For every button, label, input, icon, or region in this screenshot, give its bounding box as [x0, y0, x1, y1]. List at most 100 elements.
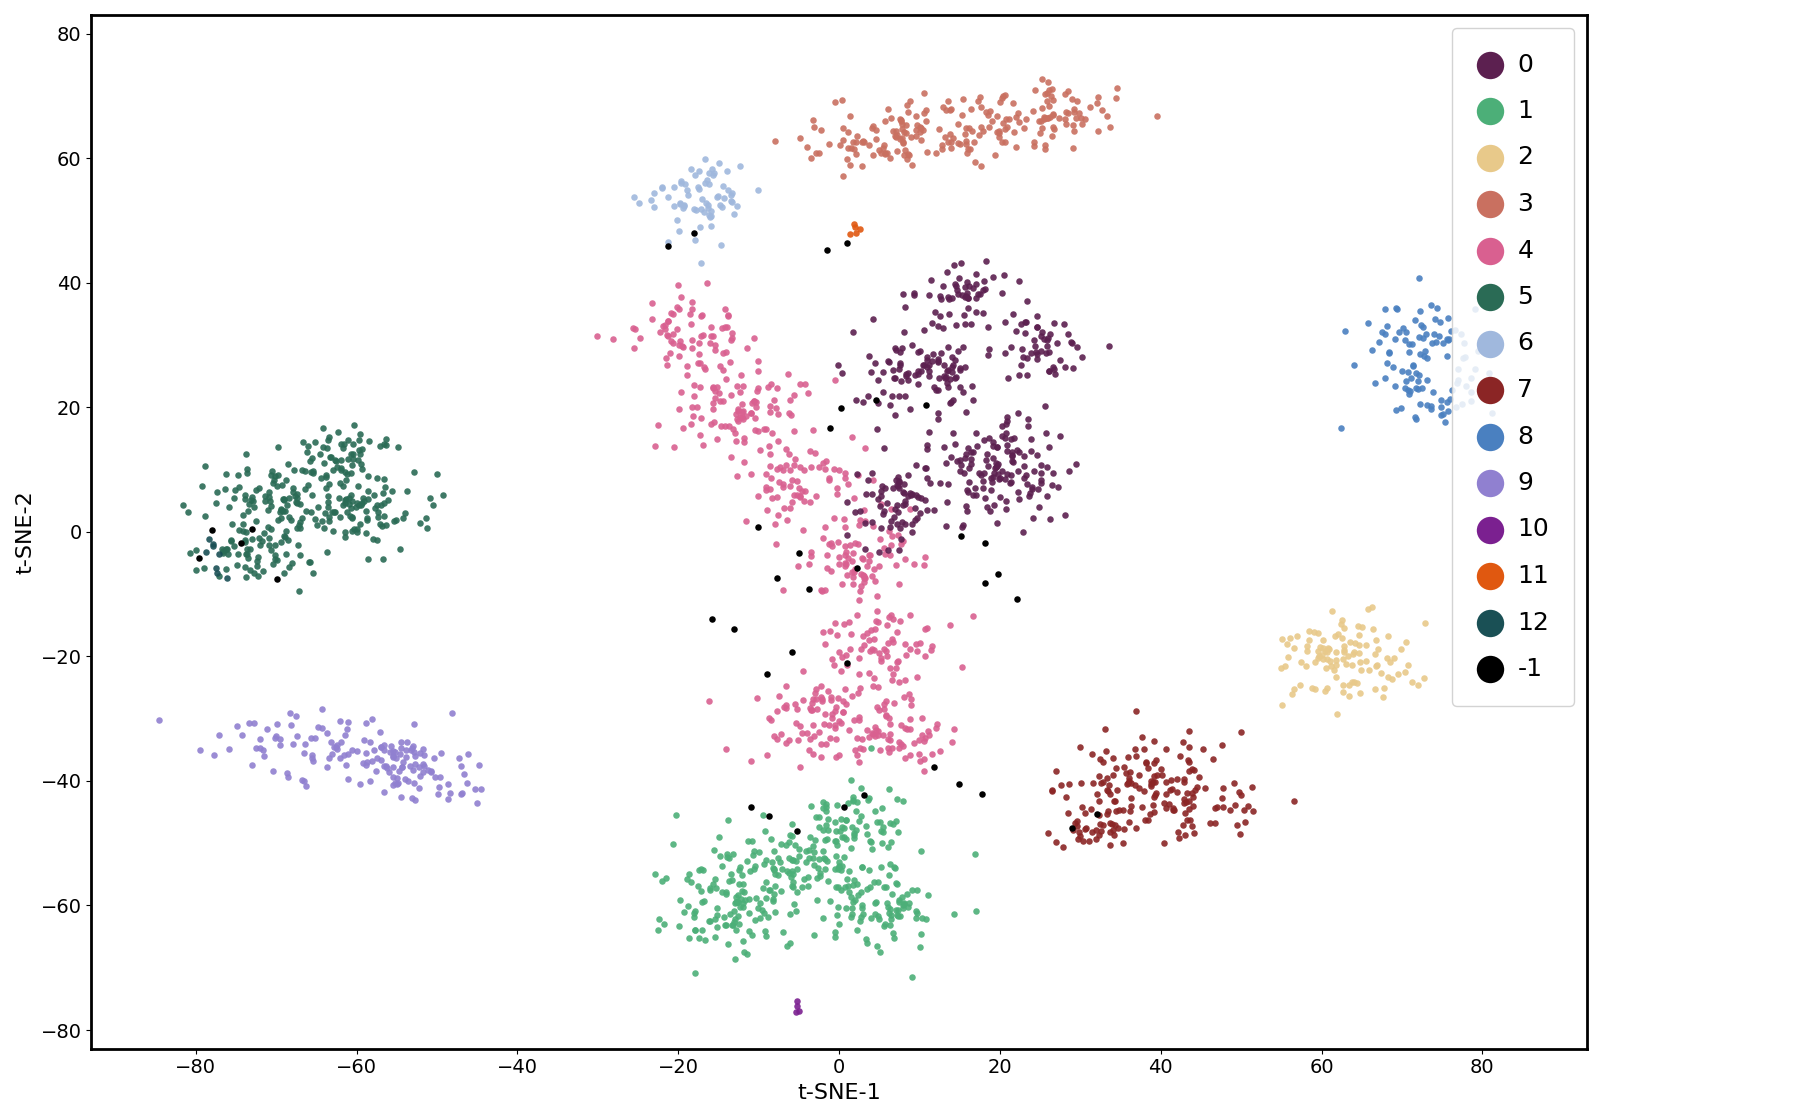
- Point: [699, 326, 728, 344]
- Point: [952, 498, 981, 515]
- Point: [878, 631, 907, 648]
- Point: [1388, 319, 1417, 337]
- Point: [938, 732, 967, 750]
- Point: [838, 899, 867, 917]
- Point: [699, 378, 728, 396]
- Point: [684, 179, 713, 197]
- Point: [921, 719, 950, 737]
- Point: [831, 849, 860, 866]
- Point: [378, 776, 407, 794]
- Point: [1055, 462, 1084, 480]
- Point: [811, 635, 840, 653]
- Point: [851, 484, 880, 502]
- Point: [719, 913, 748, 931]
- Point: [1319, 661, 1348, 679]
- Point: [889, 146, 918, 164]
- Point: [910, 750, 939, 768]
- Point: [279, 736, 308, 754]
- Point: [858, 724, 887, 742]
- Point: [302, 498, 331, 515]
- Point: [320, 503, 349, 521]
- Point: [387, 758, 416, 776]
- Point: [1068, 349, 1097, 367]
- Point: [1082, 821, 1111, 838]
- Point: [824, 860, 853, 878]
- Point: [1110, 802, 1138, 819]
- Point: [862, 419, 891, 437]
- Point: [970, 464, 999, 482]
- Point: [315, 512, 344, 530]
- Point: [887, 115, 916, 133]
- Point: [827, 862, 856, 880]
- Point: [400, 747, 429, 765]
- Point: [775, 826, 804, 844]
- Point: [751, 479, 780, 496]
- Point: [393, 482, 422, 500]
- Point: [409, 757, 438, 775]
- Point: [901, 902, 930, 920]
- Point: [997, 443, 1026, 461]
- Point: [778, 851, 807, 869]
- Point: [800, 684, 829, 702]
- Point: [1062, 813, 1091, 831]
- Point: [753, 501, 782, 519]
- Point: [706, 847, 735, 865]
- Point: [1271, 657, 1300, 675]
- Point: [858, 119, 887, 136]
- Point: [290, 771, 319, 789]
- Point: [858, 310, 887, 328]
- Point: [853, 471, 881, 489]
- Point: [673, 367, 702, 385]
- Point: [722, 406, 751, 424]
- Point: [814, 472, 843, 490]
- Point: [985, 468, 1014, 486]
- Point: [262, 716, 291, 733]
- Point: [648, 179, 677, 197]
- Point: [905, 938, 934, 956]
- Point: [1310, 682, 1339, 700]
- Point: [766, 688, 795, 705]
- Point: [299, 464, 328, 482]
- Point: [719, 205, 748, 222]
- Point: [840, 891, 869, 909]
- Point: [775, 906, 804, 923]
- Point: [425, 768, 454, 786]
- Point: [1052, 115, 1081, 133]
- Point: [1207, 737, 1236, 755]
- Point: [932, 493, 961, 511]
- Point: [270, 502, 299, 520]
- Point: [762, 730, 791, 748]
- Point: [881, 340, 910, 358]
- Point: [1231, 813, 1260, 831]
- Point: [1379, 650, 1408, 667]
- Point: [346, 455, 375, 473]
- Point: [257, 462, 286, 480]
- Point: [865, 701, 894, 719]
- Point: [910, 762, 939, 780]
- Point: [865, 813, 894, 831]
- Point: [1361, 645, 1390, 663]
- Point: [243, 551, 272, 569]
- Point: [319, 522, 348, 540]
- Point: [378, 768, 407, 786]
- Point: [869, 818, 898, 836]
- Point: [867, 859, 896, 877]
- Point: [300, 510, 329, 528]
- Point: [717, 192, 746, 210]
- Point: [1361, 373, 1390, 391]
- Point: [214, 546, 243, 563]
- Point: [820, 459, 849, 477]
- Point: [297, 463, 326, 481]
- Point: [1062, 110, 1091, 127]
- Point: [364, 508, 393, 525]
- Point: [719, 845, 748, 863]
- Point: [796, 797, 825, 815]
- Point: [384, 774, 413, 792]
- Point: [1173, 812, 1202, 830]
- Point: [1030, 110, 1059, 127]
- Point: [881, 790, 910, 808]
- Point: [355, 773, 384, 790]
- Point: [965, 464, 994, 482]
- Point: [965, 126, 994, 144]
- Point: [371, 430, 400, 448]
